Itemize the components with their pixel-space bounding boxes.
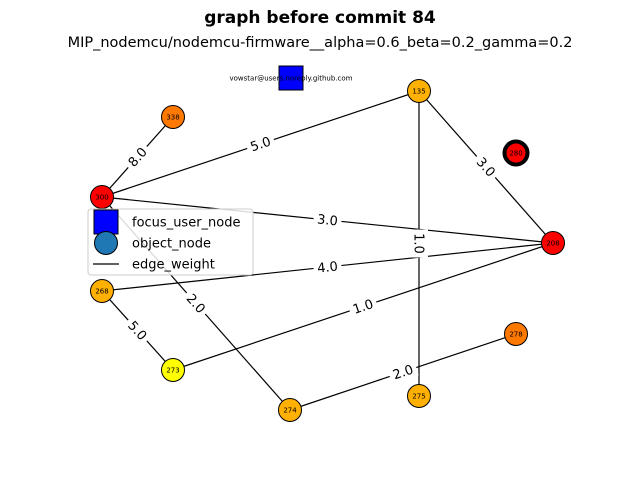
node-circle [161, 105, 185, 129]
node-label: 208 [546, 240, 559, 248]
object-node-135: 135 [407, 79, 431, 103]
edge-weight-label: 2.0 [386, 359, 419, 385]
object-node-278: 278 [504, 322, 528, 346]
node-label: 278 [509, 331, 522, 339]
node-circle [541, 231, 565, 255]
focus-user-layer: vowstar@users.noreply.github.com [230, 65, 353, 91]
object-node-300: 300 [90, 185, 114, 209]
edge-weight-label: 1.0 [411, 229, 428, 258]
edge-weight-label: 4.0 [312, 256, 343, 277]
object-node-273: 273 [161, 358, 185, 382]
legend-frame [87, 208, 254, 276]
node-circle [504, 322, 528, 346]
edge-weight-label: 3.0 [312, 209, 343, 230]
legend: focus_user_node object_node edge_weight [87, 208, 254, 276]
object-node-280: 280 [502, 139, 530, 167]
legend-label: object_node [132, 237, 211, 252]
edge-weight-label: 5.0 [244, 131, 277, 157]
nodes-layer: 135 338 280 300 208 268 278 273 274 275 [90, 79, 565, 422]
object-node-275: 275 [407, 384, 431, 408]
node-label: 280 [509, 150, 522, 158]
node-label: 275 [412, 393, 425, 401]
graph-subtitle: MIP_nodemcu/nodemcu-firmware__alpha=0.6_… [67, 35, 573, 51]
edge-weight-text: 1.0 [411, 233, 426, 254]
edge-weight-text: 3.0 [316, 212, 338, 229]
legend-item-object_node: object_node [94, 231, 211, 255]
node-circle [407, 384, 431, 408]
edge-weight-text: 5.0 [249, 135, 273, 156]
node-label: 135 [412, 88, 425, 96]
object-node-268: 268 [90, 279, 114, 303]
object-node-338: 338 [161, 105, 185, 129]
focus-user-label: vowstar@users.noreply.github.com [230, 75, 353, 83]
legend-label: edge_weight [132, 258, 215, 273]
node-circle [407, 79, 431, 103]
focus-user-node: vowstar@users.noreply.github.com [230, 65, 353, 91]
edge-weight-text: 2.0 [391, 363, 415, 384]
node-circle [90, 279, 114, 303]
node-circle [161, 358, 185, 382]
node-label: 268 [95, 288, 108, 296]
edge-labels-layer: 8.05.03.02.03.01.04.05.01.02.0 [121, 131, 503, 385]
object-node-208: 208 [541, 231, 565, 255]
legend-item-focus_user_node: focus_user_node [93, 209, 241, 235]
edge-weight-text: 1.0 [351, 297, 375, 318]
legend-item-edge_weight: edge_weight [93, 258, 215, 273]
graph-title: graph before commit 84 [204, 8, 436, 28]
node-circle [278, 398, 302, 422]
node-label: 338 [166, 114, 179, 122]
node-label: 274 [283, 407, 297, 415]
node-label: 273 [166, 367, 179, 375]
node-label: 300 [95, 194, 108, 202]
node-circle [502, 139, 530, 167]
object-node-274: 274 [278, 398, 302, 422]
focus-user-square [278, 65, 304, 91]
edge-weight-label: 1.0 [346, 293, 379, 319]
legend-square-icon [93, 209, 119, 235]
legend-label: focus_user_node [132, 216, 241, 231]
legend-circle-icon [94, 231, 118, 255]
edge-weight-text: 4.0 [317, 259, 339, 276]
